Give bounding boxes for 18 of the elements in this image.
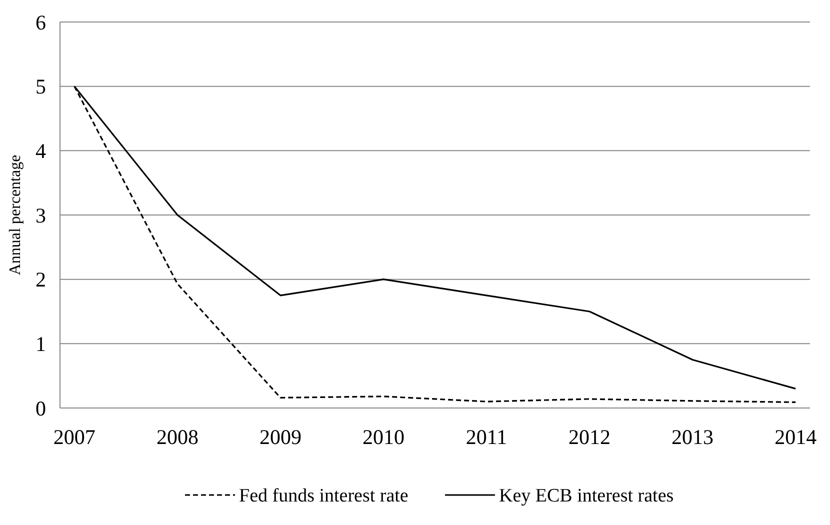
y-tick-label: 1: [36, 332, 46, 356]
x-tick-label: 2010: [362, 425, 404, 449]
y-axis-title: Annual percentage: [7, 154, 24, 276]
y-tick-label: 0: [36, 396, 46, 420]
x-tick-label: 2011: [466, 425, 508, 449]
y-tick-label: 2: [36, 268, 46, 292]
y-tick-label: 3: [36, 203, 46, 228]
x-tick-label: 2007: [53, 425, 96, 449]
x-tick-label: 2012: [568, 425, 611, 449]
x-tick-label: 2009: [259, 425, 302, 449]
x-tick-label: 2014: [774, 425, 818, 449]
x-tick-label: 2013: [672, 425, 714, 449]
y-tick-label: 5: [36, 74, 46, 99]
y-tick-label: 4: [36, 139, 46, 164]
legend-label: Key ECB interest rates: [499, 486, 674, 507]
legend-label: Fed funds interest rate: [239, 486, 408, 507]
y-tick-label: 6: [36, 10, 46, 34]
x-tick-label: 2008: [156, 425, 198, 449]
